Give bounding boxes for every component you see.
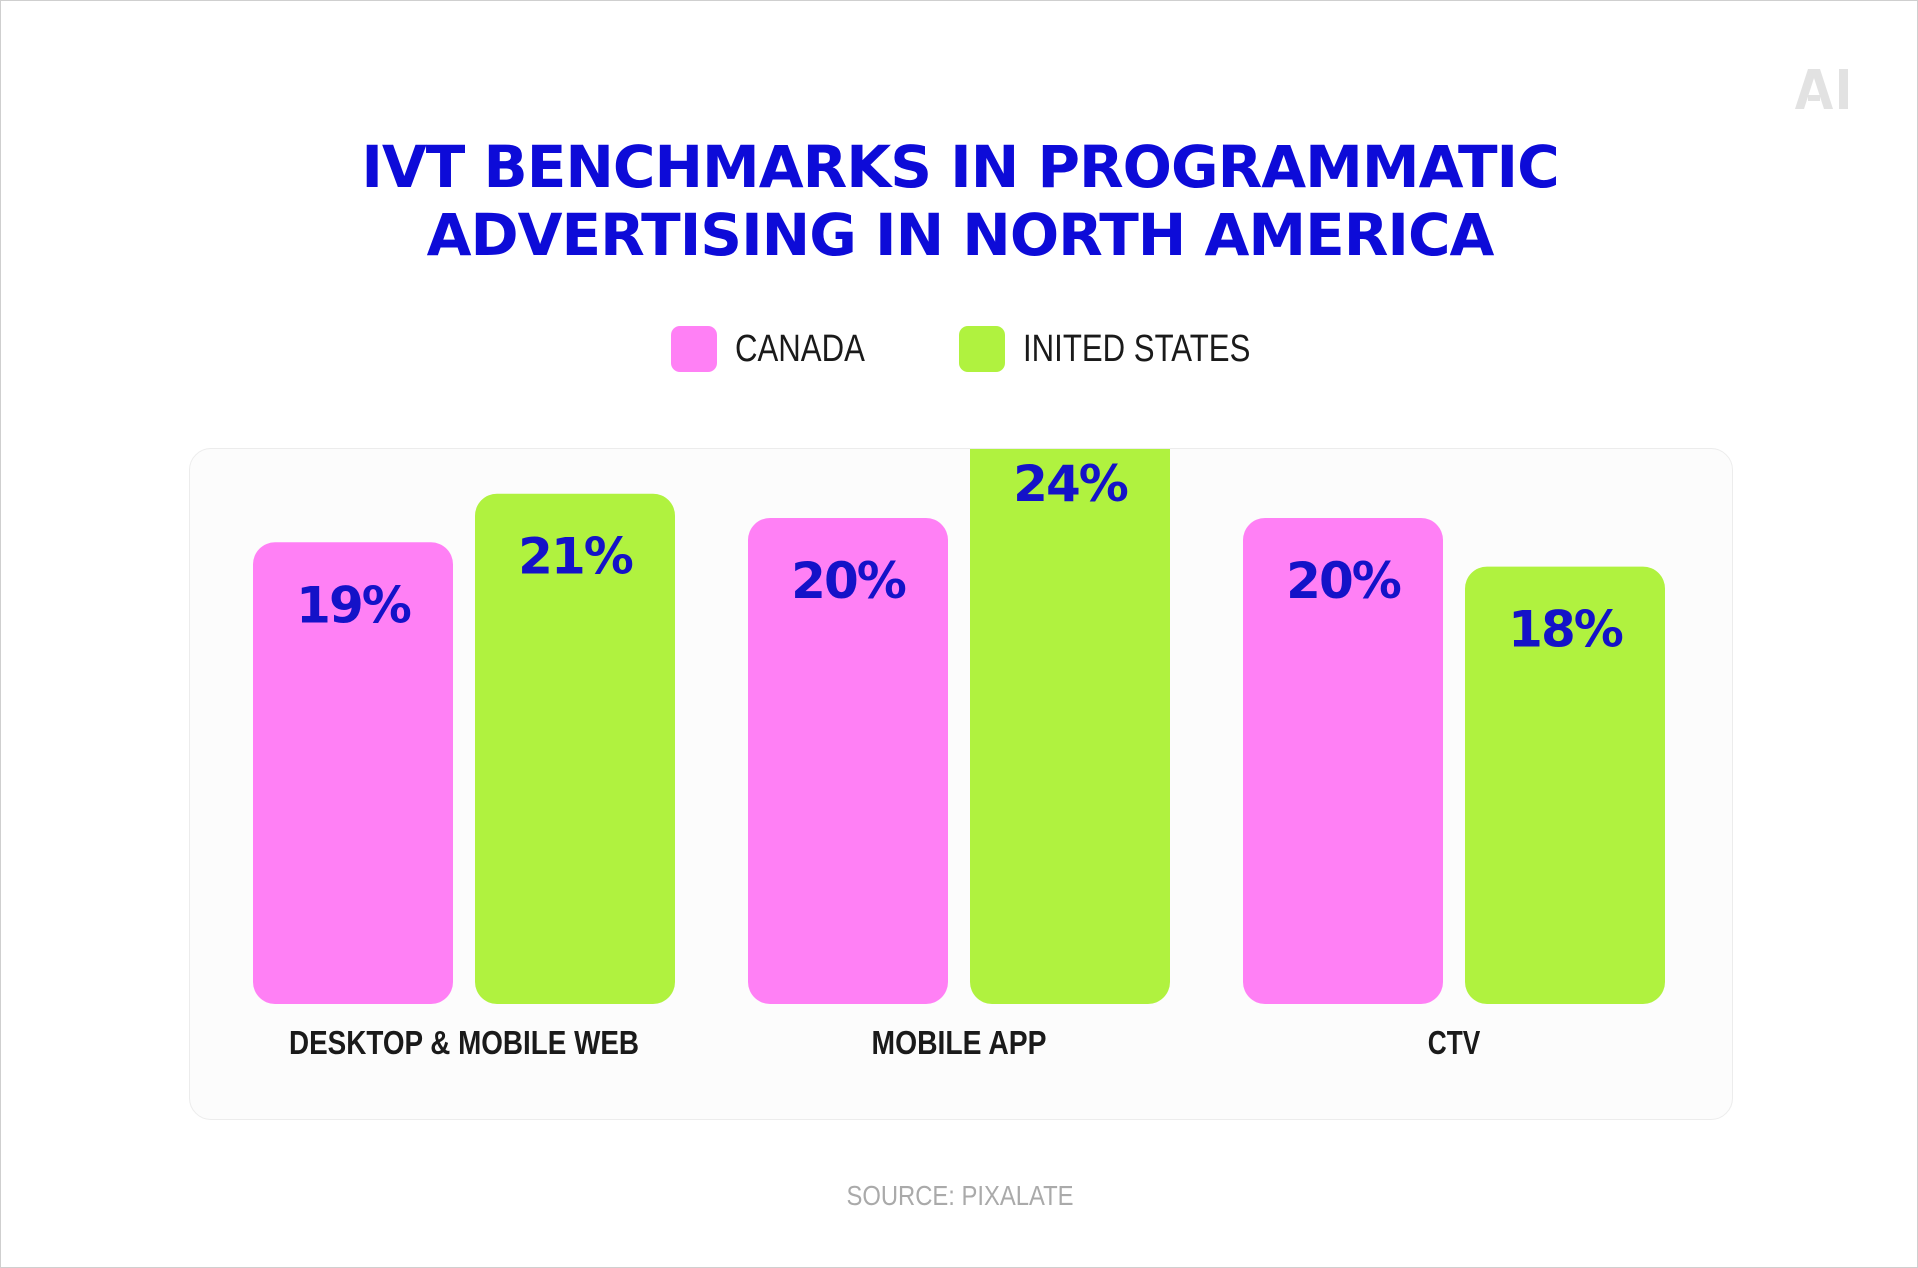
chart-title-line-2: ADVERTISING IN NORTH AMERICA: [426, 201, 1495, 269]
legend-swatch-canada: [671, 326, 717, 372]
value-label-canada-desktop-and-mobile-web: 19%: [296, 576, 411, 634]
legend: CANADA INITED STATES: [1, 324, 1918, 372]
bar-chart: 19% 21% DESKTOP & MOBILE WEB 20% 24% MOBILE A…: [253, 449, 1665, 1061]
legend-swatch-united-states: [959, 326, 1005, 372]
chart-panel: 19% 21% DESKTOP & MOBILE WEB 20% 24% MOBILE A…: [189, 448, 1733, 1120]
legend-label-united-states: INITED STATES: [1023, 328, 1251, 370]
source-note: SOURCE: PIXALATE: [846, 1180, 1074, 1211]
ai-logo-icon: [1795, 69, 1848, 109]
chart-title-line-1: IVT BENCHMARKS IN PROGRAMMATIC: [361, 133, 1559, 201]
category-label-desktop-and-mobile-web: DESKTOP & MOBILE WEB: [289, 1024, 639, 1061]
bar-inited-states-desktop-and-mobile-web: [475, 493, 675, 1004]
bar-inited-states-mobile-app: [970, 449, 1170, 1004]
bar-inited-states-ctv: [1465, 566, 1665, 1004]
category-label-ctv: CTV: [1428, 1024, 1481, 1061]
value-label-inited-states-mobile-app: 24%: [1013, 455, 1128, 513]
bar-canada-mobile-app: [748, 518, 948, 1004]
bar-canada-ctv: [1243, 518, 1443, 1004]
legend-label-canada: CANADA: [735, 328, 865, 370]
value-label-inited-states-desktop-and-mobile-web: 21%: [518, 528, 633, 586]
bar-canada-desktop-and-mobile-web: [253, 542, 453, 1004]
value-label-canada-ctv: 20%: [1286, 552, 1401, 610]
value-label-canada-mobile-app: 20%: [791, 552, 906, 610]
value-label-inited-states-ctv: 18%: [1508, 601, 1623, 659]
category-label-mobile-app: MOBILE APP: [872, 1024, 1047, 1061]
chart-title: IVT BENCHMARKS IN PROGRAMMATIC ADVERTISI…: [1, 133, 1918, 269]
